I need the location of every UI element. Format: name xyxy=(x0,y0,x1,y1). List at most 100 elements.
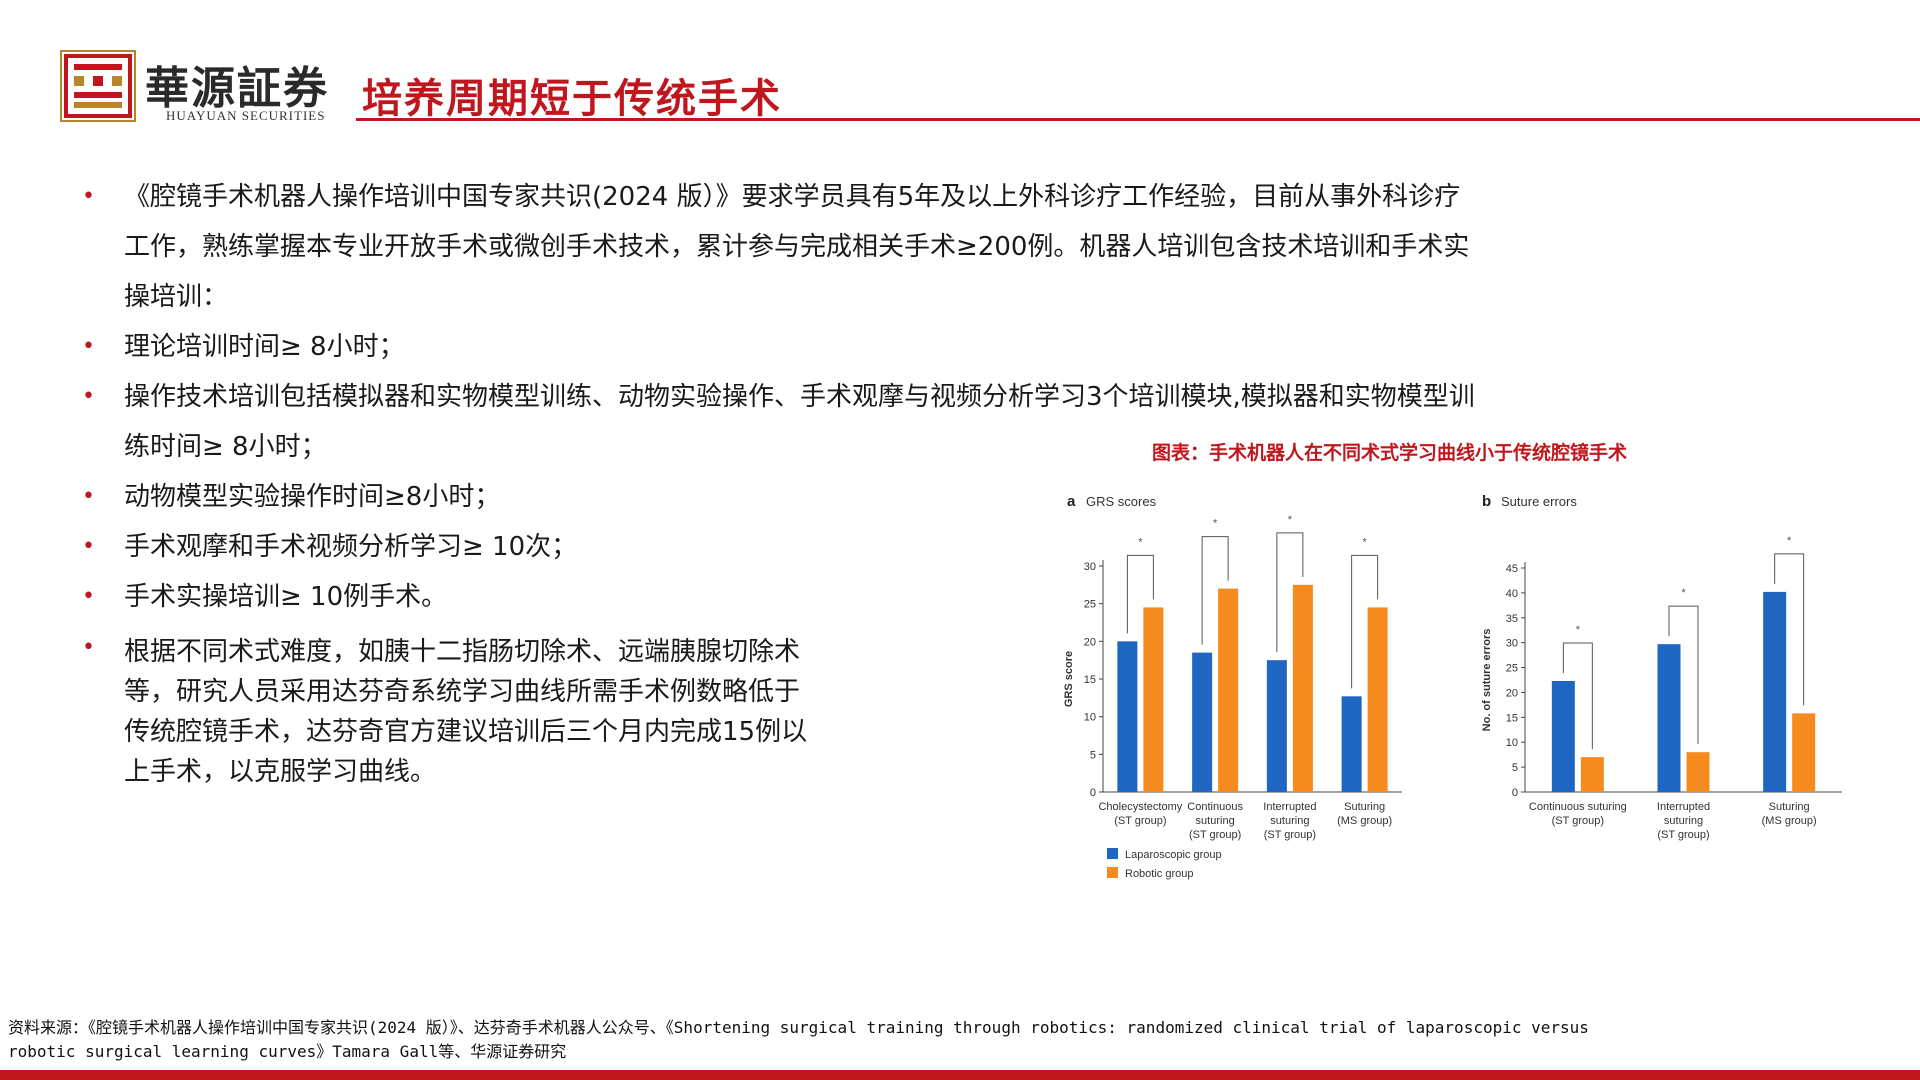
bullet-text-line: 《腔镜手术机器人操作培训中国专家共识(2024 版）》要求学员具有5年及以上外科… xyxy=(124,182,1461,212)
bar xyxy=(1192,652,1213,792)
chart-title: GRS scores xyxy=(1086,494,1157,509)
bullet-item: • 操作技术培训包括模拟器和实物模型训练、动物实验操作、手术观摩与视频分析学习3… xyxy=(82,372,1804,472)
bullet-text-line: 传统腔镜手术，达芬奇官方建议培训后三个月内完成15例以 xyxy=(124,717,808,747)
significance-bracket xyxy=(1126,554,1154,634)
footer-bar xyxy=(0,1070,1920,1080)
significance-marker: * xyxy=(1213,518,1218,530)
y-tick-label: 45 xyxy=(1506,563,1518,575)
y-tick-label: 15 xyxy=(1084,674,1096,686)
legend-swatch xyxy=(1107,867,1118,878)
x-tick-label-line: Continuous xyxy=(1187,801,1243,813)
bullet-dot-icon: • xyxy=(82,484,95,509)
bar xyxy=(1551,680,1575,792)
y-tick-label: 20 xyxy=(1084,636,1096,648)
x-tick-label-line: suturing xyxy=(1664,815,1703,827)
page-title: 培养周期短于传统手术 xyxy=(362,75,782,122)
x-tick-label-line: (ST group) xyxy=(1657,829,1709,841)
y-tick-label: 5 xyxy=(1090,749,1096,761)
title-divider xyxy=(356,118,1920,121)
panel-letter: a xyxy=(1067,493,1076,510)
x-tick-label-line: suturing xyxy=(1270,815,1309,827)
significance-bracket xyxy=(1562,642,1593,750)
significance-marker: * xyxy=(1787,535,1792,547)
figure-title: 图表：手术机器人在不同术式学习曲线小于传统腔镜手术 xyxy=(1152,442,1628,464)
y-tick-label: 20 xyxy=(1506,687,1518,699)
bullet-text-line: 手术实操培训≥ 10例手术。 xyxy=(124,582,448,612)
panel-letter: b xyxy=(1482,493,1491,510)
logo-icon xyxy=(60,50,136,122)
bar xyxy=(1117,641,1138,792)
significance-marker: * xyxy=(1138,536,1143,548)
source-line: robotic surgical learning curves》Tamara … xyxy=(8,1042,567,1061)
bullet-text-line: 工作，熟练掌握本专业开放手术或微创手术技术，累计参与完成相关手术≥200例。机器… xyxy=(124,232,1470,262)
x-tick-label-line: (MS group) xyxy=(1337,815,1392,827)
significance-marker: * xyxy=(1681,587,1686,599)
bar xyxy=(1292,584,1313,792)
bullet-dot-icon: • xyxy=(82,184,95,209)
bullet-item: • 手术实操培训≥ 10例手术。 xyxy=(82,572,448,622)
y-tick-label: 0 xyxy=(1090,787,1096,799)
x-tick-label-line: Suturing xyxy=(1769,801,1810,813)
bullet-item: • 《腔镜手术机器人操作培训中国专家共识(2024 版）》要求学员具有5年及以上… xyxy=(82,172,1804,322)
significance-marker: * xyxy=(1362,536,1367,548)
bar xyxy=(1143,607,1164,792)
significance-marker: * xyxy=(1576,624,1581,636)
y-tick-label: 30 xyxy=(1506,638,1518,650)
bullet-item: • 理论培训时间≥ 8小时； xyxy=(82,322,405,372)
x-tick-label-line: Suturing xyxy=(1344,801,1385,813)
chart-legend: Laparoscopic group Robotic group xyxy=(1107,848,1222,880)
chart-panel-b: b Suture errors 0 5 10 15 20 25 30 35 40 45 No. of s… xyxy=(1481,493,1842,841)
legend-label: Robotic group xyxy=(1125,868,1194,880)
bar xyxy=(1686,752,1710,792)
bar xyxy=(1657,644,1681,792)
y-axis-label: No. of suture errors xyxy=(1481,629,1493,732)
bullet-text-line: 动物模型实验操作时间≥8小时； xyxy=(124,482,501,512)
x-tick-label: Suturing (MS group) xyxy=(1337,801,1392,827)
brand-name: 華源証券 xyxy=(145,63,329,114)
bullet-text-line: 操作技术培训包括模拟器和实物模型训练、动物实验操作、手术观摩与视频分析学习3个培… xyxy=(124,382,1475,412)
y-tick-label: 35 xyxy=(1506,613,1518,625)
x-tick-label-line: Cholecystectomy xyxy=(1098,801,1182,813)
bullet-text-line: 等，研究人员采用达芬奇系统学习曲线所需手术例数略低于 xyxy=(124,677,801,707)
source-note: 资料来源：《腔镜手术机器人操作培训中国专家共识(2024 版）》、达芬奇手术机器… xyxy=(8,1016,1888,1064)
significance-bracket xyxy=(1774,553,1805,706)
significance-bracket xyxy=(1668,605,1699,745)
bullet-item: • 根据不同术式难度，如胰十二指肠切除术、远端胰腺切除术 等，研究人员采用达芬奇… xyxy=(82,632,808,792)
bullet-text-line: 练时间≥ 8小时； xyxy=(124,432,327,462)
x-tick-label-line: (ST group) xyxy=(1114,815,1166,827)
bullet-text-line: 手术观摩和手术视频分析学习≥ 10次； xyxy=(124,532,578,562)
bullet-item: • 手术观摩和手术视频分析学习≥ 10次； xyxy=(82,522,578,572)
bullet-text-line: 操培训： xyxy=(124,282,229,312)
x-tick-label: Cholecystectomy (ST group) xyxy=(1098,801,1182,827)
significance-bracket xyxy=(1351,554,1379,689)
chart-panel-a: a GRS scores 0 5 10 15 20 25 30 GRS score * Cholecy… xyxy=(1063,493,1402,841)
x-tick-label: Interrupted suturing (ST group) xyxy=(1263,801,1316,841)
x-tick-label: Suturing (MS group) xyxy=(1762,801,1817,827)
bullet-dot-icon: • xyxy=(82,384,95,409)
x-tick-label-line: suturing xyxy=(1196,815,1235,827)
bar xyxy=(1367,607,1388,792)
bar xyxy=(1763,591,1787,792)
bullet-text-line: 上手术，以克服学习曲线。 xyxy=(124,757,437,787)
significance-marker: * xyxy=(1288,514,1293,526)
x-tick-label: Interrupted suturing (ST group) xyxy=(1657,801,1710,841)
x-tick-label: Continuous suturing (ST group) xyxy=(1187,801,1243,841)
legend-swatch xyxy=(1107,848,1118,859)
bar xyxy=(1580,757,1604,792)
bullet-text-line: 根据不同术式难度，如胰十二指肠切除术、远端胰腺切除术 xyxy=(124,637,801,667)
y-tick-label: 25 xyxy=(1506,663,1518,675)
y-tick-label: 5 xyxy=(1512,762,1518,774)
bar xyxy=(1218,588,1239,792)
brand-name-en: HUAYUAN SECURITIES xyxy=(166,108,326,123)
bullet-item: • 动物模型实验操作时间≥8小时； xyxy=(82,472,501,522)
x-tick-label-line: (ST group) xyxy=(1189,829,1241,841)
bullet-text-line: 理论培训时间≥ 8小时； xyxy=(124,332,405,362)
y-tick-label: 15 xyxy=(1506,712,1518,724)
x-tick-label: Continuous suturing (ST group) xyxy=(1529,801,1627,827)
significance-bracket xyxy=(1276,532,1304,653)
source-line: 资料来源：《腔镜手术机器人操作培训中国专家共识(2024 版）》、达芬奇手术机器… xyxy=(8,1018,1589,1037)
y-tick-label: 40 xyxy=(1506,588,1518,600)
x-tick-label-line: (ST group) xyxy=(1552,815,1604,827)
bullet-dot-icon: • xyxy=(82,534,95,559)
y-tick-label: 30 xyxy=(1084,561,1096,573)
